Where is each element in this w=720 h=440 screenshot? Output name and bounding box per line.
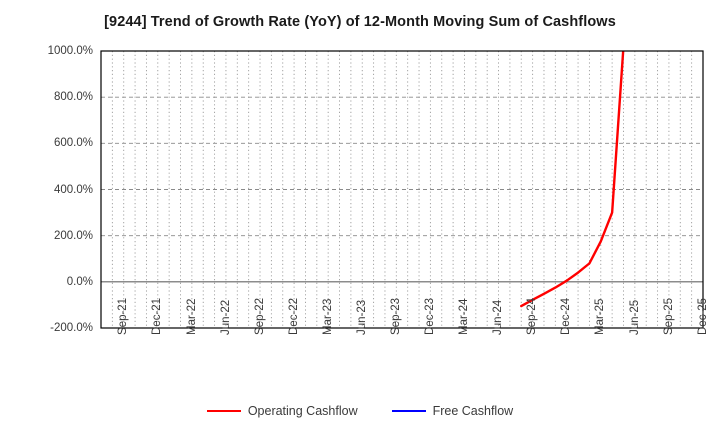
legend-item[interactable]: Free Cashflow	[391, 404, 514, 418]
legend-color-swatch	[391, 410, 426, 412]
chart-legend: Operating Cashflow Free Cashflow	[0, 404, 720, 418]
legend-item-label: Operating Cashflow	[247, 404, 358, 418]
x-axis-tick-label: Sep-25	[662, 297, 675, 335]
data-series-group	[520, 51, 625, 308]
x-axis-tick-label: Mar-25	[594, 298, 607, 335]
x-axis-tick-label: Mar-24	[458, 298, 471, 335]
x-axis-tick-label: Mar-22	[185, 298, 198, 335]
x-axis-tick-label: Mar-23	[321, 298, 334, 335]
x-axis-tick-label: Sep-24	[526, 297, 539, 335]
legend-item[interactable]: Operating Cashflow	[206, 404, 358, 418]
y-axis-tick-label: 600.0%	[53, 137, 93, 150]
plot-frame	[100, 50, 704, 329]
series-line-operating-cashflow	[520, 51, 625, 308]
x-axis-tick-label: Sep-22	[253, 297, 266, 335]
x-axis-tick-label: Dec-22	[287, 297, 300, 335]
y-axis-tick-label: 200.0%	[53, 229, 93, 242]
x-axis-tick-label: Jun-23	[355, 299, 368, 335]
y-axis-tick-label: -200.0%	[50, 322, 93, 334]
x-axis-tick-label: Jun-25	[628, 299, 641, 335]
x-axis-tick-label: Dec-25	[696, 297, 709, 335]
y-axis-tick-label: 400.0%	[53, 183, 93, 196]
x-axis-tick-label: Dec-24	[560, 297, 573, 335]
x-axis-tick-label: Sep-21	[117, 297, 130, 335]
legend-color-swatch	[206, 410, 241, 412]
x-axis-tick-label: Dec-23	[424, 297, 436, 335]
x-axis-tick-label: Dec-21	[151, 297, 164, 335]
y-axis-tick-label: 800.0%	[53, 91, 93, 104]
x-axis-tick-label: Sep-23	[390, 297, 402, 335]
y-axis-tick-label: 1000.0%	[47, 45, 93, 57]
y-axis-tick-label: 0.0%	[66, 275, 93, 288]
legend-item-label: Free Cashflow	[432, 404, 514, 418]
x-axis-tick-label: Jun-22	[219, 299, 232, 335]
x-axis-tick-label: Jun-24	[492, 299, 505, 335]
chart-title: [9244] Trend of Growth Rate (YoY) of 12-…	[104, 14, 616, 30]
